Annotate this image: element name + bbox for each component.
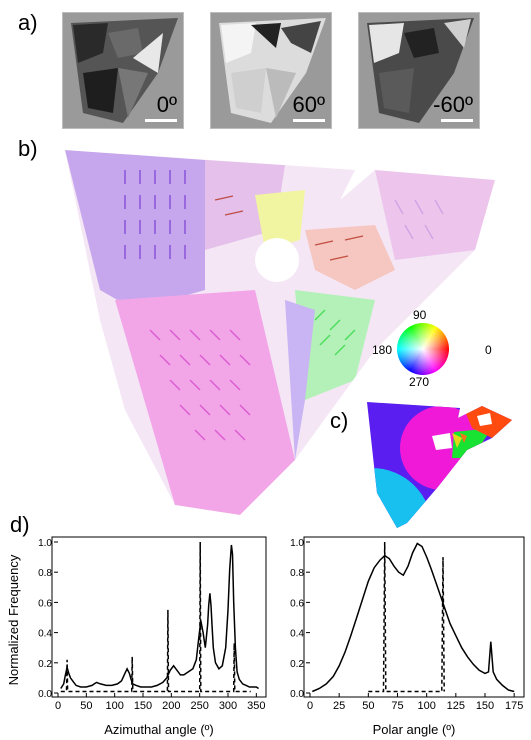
az-xtick-label: 50 bbox=[80, 700, 92, 712]
micrograph-0-image bbox=[63, 13, 183, 128]
po-ytick-label: 0.0 bbox=[290, 689, 304, 700]
az-xtick-label: 100 bbox=[105, 700, 123, 712]
az-ytick-label: 0.8 bbox=[38, 568, 52, 579]
color-wheel bbox=[397, 323, 449, 375]
po-xtick-label: 25 bbox=[333, 700, 345, 712]
az-xtick-label: 300 bbox=[219, 700, 237, 712]
po-ytick-label: 0.6 bbox=[290, 598, 304, 609]
micrograph-0: 0º bbox=[62, 12, 184, 129]
micrograph-60-image bbox=[211, 13, 331, 128]
micrograph-minus60-image bbox=[359, 13, 479, 128]
az-ytick-label: 0.6 bbox=[38, 598, 52, 609]
chart-polar-series-dashed bbox=[368, 541, 445, 693]
chart-polar: 0.0 0.2 0.4 0.6 0.8 1.0 0 25 50 75 100 125 150 175 P… bbox=[290, 536, 525, 737]
chart-azimuthal-series-dashed bbox=[60, 541, 251, 693]
panel-label-d: d) bbox=[10, 512, 30, 537]
az-xtick-label: 350 bbox=[247, 700, 265, 712]
micrograph-minus60: -60º bbox=[358, 12, 480, 129]
panel-label-a: a) bbox=[18, 10, 38, 35]
az-xtick-label: 250 bbox=[190, 700, 208, 712]
micrograph-0-scalebar bbox=[145, 119, 177, 122]
panel-label-b: b) bbox=[18, 136, 38, 161]
domain-map bbox=[367, 402, 512, 528]
po-xtick-label: 150 bbox=[476, 700, 494, 712]
micrograph-60-label: 60º bbox=[292, 92, 325, 117]
color-wheel-label-270: 270 bbox=[409, 375, 430, 389]
micrograph-60: 60º bbox=[210, 12, 332, 129]
po-ytick-label: 0.2 bbox=[290, 659, 304, 670]
az-xtick-label: 0 bbox=[55, 700, 61, 712]
micrograph-minus60-label: -60º bbox=[433, 92, 473, 117]
micrograph-0-label: 0º bbox=[156, 92, 177, 117]
micrograph-60-scalebar bbox=[293, 119, 325, 122]
color-wheel-label-180: 180 bbox=[372, 343, 393, 357]
domain-regions bbox=[367, 402, 512, 528]
chart-azimuthal-xlabel: Azimuthal angle (º) bbox=[104, 722, 214, 737]
az-xtick-label: 200 bbox=[162, 700, 180, 712]
po-ytick-label: 1.0 bbox=[290, 538, 304, 549]
chart-azimuthal-yticks: 0.0 0.2 0.4 0.6 0.8 1.0 bbox=[38, 538, 58, 700]
color-wheel-label-90: 90 bbox=[413, 308, 427, 322]
chart-azimuthal-ylabel: Normalized Frequency bbox=[6, 554, 21, 685]
color-wheel-label-0: 0 bbox=[485, 343, 492, 357]
az-ytick-label: 0.2 bbox=[38, 659, 52, 670]
po-ytick-label: 0.4 bbox=[290, 629, 304, 640]
po-ytick-label: 0.8 bbox=[290, 568, 304, 579]
po-xtick-label: 50 bbox=[362, 700, 374, 712]
vector-arrows bbox=[124, 170, 444, 441]
chart-azimuthal: 0.0 0.2 0.4 0.6 0.8 1.0 0 50 100 150 200 250 300 350… bbox=[6, 536, 267, 737]
po-xtick-label: 175 bbox=[505, 700, 523, 712]
az-ytick-label: 1.0 bbox=[38, 538, 52, 549]
az-ytick-label: 0.0 bbox=[38, 689, 52, 700]
chart-azimuthal-xticks: 0 50 100 150 200 250 300 350 bbox=[55, 693, 266, 712]
micrograph-minus60-scalebar bbox=[441, 119, 473, 122]
panel-label-c: c) bbox=[330, 408, 349, 433]
color-wheel-center bbox=[397, 323, 449, 375]
chart-polar-xlabel: Polar angle (º) bbox=[373, 722, 456, 737]
chart-polar-yticks: 0.0 0.2 0.4 0.6 0.8 1.0 bbox=[290, 538, 310, 700]
chart-polar-xticks: 0 25 50 75 100 125 150 175 bbox=[307, 693, 523, 712]
az-xtick-label: 150 bbox=[134, 700, 152, 712]
po-xtick-label: 0 bbox=[307, 700, 313, 712]
po-xtick-label: 75 bbox=[391, 700, 403, 712]
po-xtick-label: 100 bbox=[417, 700, 435, 712]
chart-azimuthal-frame bbox=[51, 536, 267, 698]
chart-azimuthal-series-solid bbox=[60, 544, 260, 690]
chart-polar-frame bbox=[303, 536, 525, 698]
chart-polar-series-solid bbox=[312, 542, 515, 693]
po-xtick-label: 125 bbox=[447, 700, 465, 712]
az-ytick-label: 0.4 bbox=[38, 629, 52, 640]
